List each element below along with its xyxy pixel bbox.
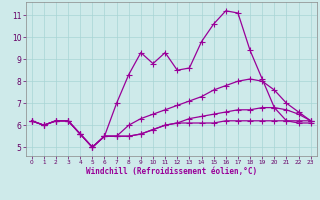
X-axis label: Windchill (Refroidissement éolien,°C): Windchill (Refroidissement éolien,°C) <box>86 167 257 176</box>
